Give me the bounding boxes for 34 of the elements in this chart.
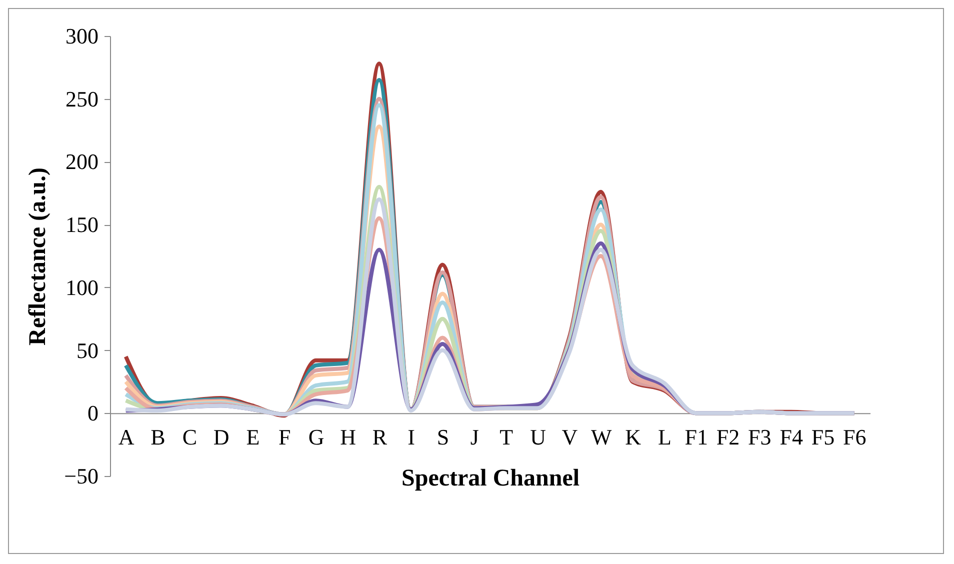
x-tick-label: F5 bbox=[811, 424, 835, 450]
y-tick-label: 250 bbox=[66, 86, 98, 112]
x-tick-label: T bbox=[500, 424, 514, 450]
x-tick-label: C bbox=[182, 424, 198, 450]
x-tick-label: F1 bbox=[684, 424, 708, 450]
y-tick-label: 200 bbox=[66, 149, 98, 174]
x-tick-label: R bbox=[372, 424, 388, 450]
x-tick-label: E bbox=[246, 424, 260, 450]
x-tick-label: J bbox=[470, 424, 480, 450]
x-tick-label: H bbox=[340, 424, 356, 450]
x-tick-label: F6 bbox=[843, 424, 866, 450]
x-tick-label: V bbox=[562, 424, 578, 450]
y-axis-title: Reflectance (a.u.) bbox=[25, 168, 52, 346]
x-tick-label: F4 bbox=[780, 424, 803, 450]
x-tick-label: G bbox=[308, 424, 324, 450]
x-axis-title: Spectral Channel bbox=[401, 466, 580, 492]
x-tick-label: B bbox=[150, 424, 166, 450]
x-tick-label: D bbox=[213, 424, 230, 450]
x-tick-label: F3 bbox=[748, 424, 772, 450]
x-tick-label: A bbox=[118, 424, 134, 450]
y-tick-label: 300 bbox=[66, 24, 98, 48]
x-tick-label: W bbox=[590, 424, 612, 450]
x-tick-label: F2 bbox=[716, 424, 740, 450]
x-tick-label: F bbox=[278, 424, 291, 450]
y-tick-label: 100 bbox=[66, 274, 98, 300]
x-tick-label: L bbox=[658, 424, 672, 450]
x-tick-label: S bbox=[436, 424, 450, 450]
y-tick-label: 50 bbox=[76, 338, 98, 363]
y-tick-label: 150 bbox=[66, 212, 98, 238]
y-tick-label: −50 bbox=[64, 464, 98, 488]
y-tick-label: 0 bbox=[88, 400, 98, 426]
x-tick-label: I bbox=[408, 424, 415, 450]
x-tick-label: K bbox=[625, 424, 642, 450]
x-tick-label: U bbox=[530, 424, 546, 450]
